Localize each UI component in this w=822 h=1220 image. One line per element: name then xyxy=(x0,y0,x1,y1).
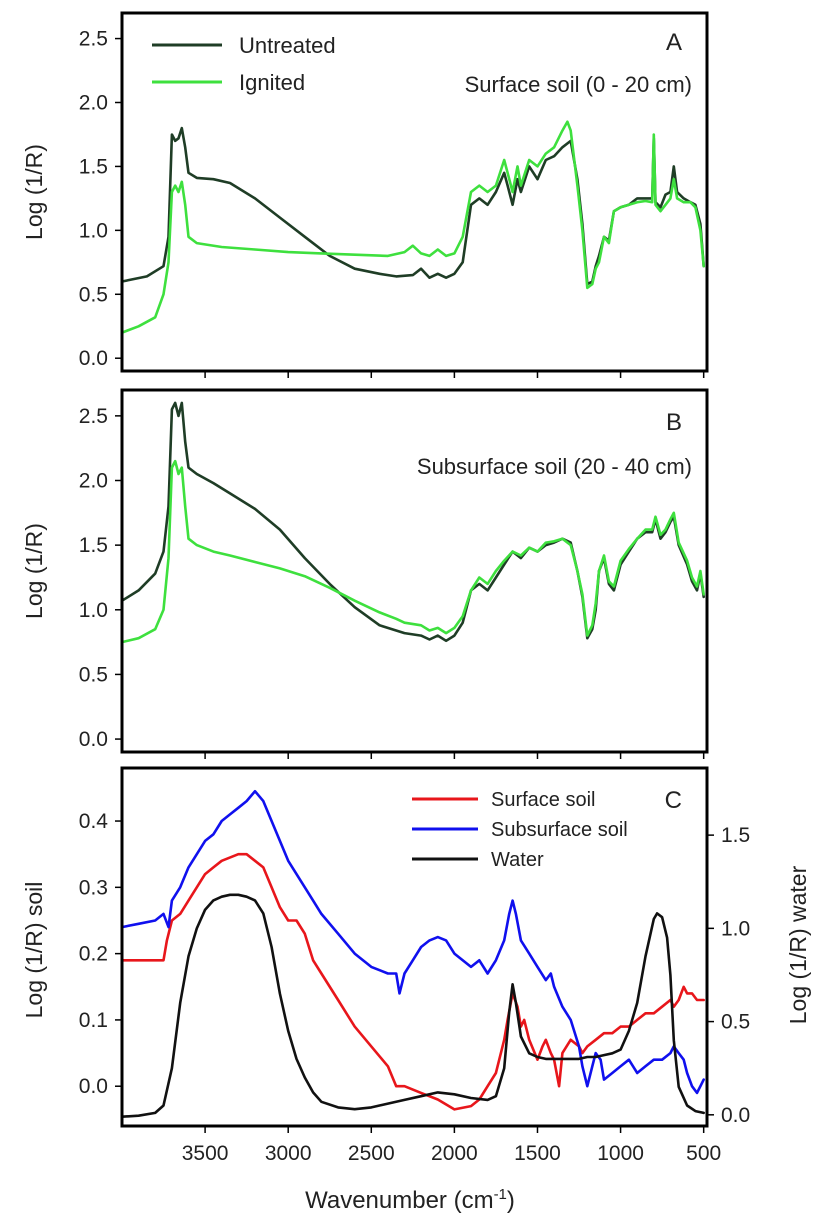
x-axis-label-superscript: -1 xyxy=(494,1186,507,1203)
panel-b-subtitle: Subsurface soil (20 - 40 cm) xyxy=(417,454,692,479)
series-line-ignited xyxy=(120,120,705,334)
panel-b-y-tick-labels: 0.0 0.5 1.0 1.5 2.0 2.5 xyxy=(79,405,122,751)
y2-tick-label: 1.0 xyxy=(721,917,750,940)
panel-c-y-axis-label: Log (1/R) soil xyxy=(21,882,47,1019)
panel-c-y-tick-labels: 0.0 0.1 0.2 0.3 0.4 xyxy=(79,810,122,1098)
y-tick-label: 0.3 xyxy=(79,876,108,899)
legend-top: Untreated Ignited xyxy=(152,33,336,95)
y-tick-label: 1.0 xyxy=(79,599,108,622)
panel-a-y-tick-labels: 0.0 0.5 1.0 1.5 2.0 2.5 xyxy=(79,28,122,370)
x-tick-label: 1500 xyxy=(514,1142,561,1165)
panel-b-y-axis-label: Log (1/R) xyxy=(21,523,47,619)
series-line-untreated xyxy=(120,126,705,286)
y-tick-label: 1.5 xyxy=(79,155,108,178)
x-axis-label-main: Wavenumber (cm xyxy=(305,1187,493,1214)
panel-c-y2-tick-labels: 0.0 0.5 1.0 1.5 xyxy=(707,824,750,1127)
y-tick-label: 2.0 xyxy=(79,92,108,115)
panel-b-letter: B xyxy=(666,409,682,436)
panel-c: 0.0 0.1 0.2 0.3 0.4 0.0 0.5 1.0 1.5 3500 3000 250… xyxy=(21,766,811,1165)
legend-label-subsurface-soil: Subsurface soil xyxy=(491,819,628,841)
y-tick-label: 1.0 xyxy=(79,219,108,242)
y2-tick-label: 1.5 xyxy=(721,824,750,847)
panel-c-y2-axis-label: Log (1/R) water xyxy=(785,865,811,1024)
legend-label-ignited: Ignited xyxy=(239,70,305,95)
x-tick-label: 2500 xyxy=(348,1142,395,1165)
y-tick-label: 2.5 xyxy=(79,405,108,428)
y-tick-label: 0.5 xyxy=(79,663,108,686)
panel-a-subtitle: Surface soil (0 - 20 cm) xyxy=(465,72,692,97)
series-line-ignited xyxy=(120,459,705,644)
panel-b: 0.0 0.5 1.0 1.5 2.0 2.5 Log (1/R) B Subsurfac… xyxy=(21,388,709,759)
panel-a: 0.0 0.5 1.0 1.5 2.0 2.5 Log (1/R) A Surface s… xyxy=(21,11,709,378)
legend-label-surface-soil: Surface soil xyxy=(491,789,596,811)
y-tick-label: 0.0 xyxy=(79,347,108,370)
x-tick-label: 1000 xyxy=(597,1142,644,1165)
y2-tick-label: 0.5 xyxy=(721,1011,750,1034)
y-tick-label: 2.5 xyxy=(79,28,108,51)
legend-label-water: Water xyxy=(491,849,544,871)
y-tick-label: 0.5 xyxy=(79,283,108,306)
y2-tick-label: 0.0 xyxy=(721,1104,750,1127)
panel-c-letter: C xyxy=(665,787,682,814)
y-tick-label: 2.0 xyxy=(79,470,108,493)
legend-label-untreated: Untreated xyxy=(239,33,336,58)
panel-b-frame xyxy=(120,388,709,754)
x-tick-label: 2000 xyxy=(431,1142,478,1165)
panel-c-frame xyxy=(120,766,709,1128)
series-line-untreated xyxy=(120,401,705,643)
series-line-subsurface-soil xyxy=(120,789,705,1095)
y-tick-label: 0.2 xyxy=(79,943,108,966)
y-tick-label: 0.1 xyxy=(79,1009,108,1032)
panel-b-series xyxy=(120,401,705,644)
panel-a-letter: A xyxy=(666,29,682,56)
panel-c-series xyxy=(120,789,705,1118)
panel-a-series xyxy=(120,120,705,334)
x-axis-label: Wavenumber (cm-1) xyxy=(305,1186,515,1214)
y-tick-label: 0.4 xyxy=(79,810,109,833)
y-tick-label: 0.0 xyxy=(79,1075,108,1098)
x-axis-label-close: ) xyxy=(507,1187,515,1214)
y-tick-label: 0.0 xyxy=(79,728,108,751)
x-tick-label: 3000 xyxy=(265,1142,312,1165)
x-tick-labels: 3500 3000 2500 2000 1500 1000 500 xyxy=(182,1142,721,1165)
x-tick-label: 3500 xyxy=(182,1142,229,1165)
y-tick-label: 1.5 xyxy=(79,534,108,557)
panel-a-frame xyxy=(120,11,709,373)
series-line-water xyxy=(120,893,705,1118)
panel-a-y-axis-label: Log (1/R) xyxy=(21,144,47,240)
x-tick-label: 500 xyxy=(686,1142,721,1165)
legend-c: Surface soil Subsurface soil Water xyxy=(412,789,628,871)
